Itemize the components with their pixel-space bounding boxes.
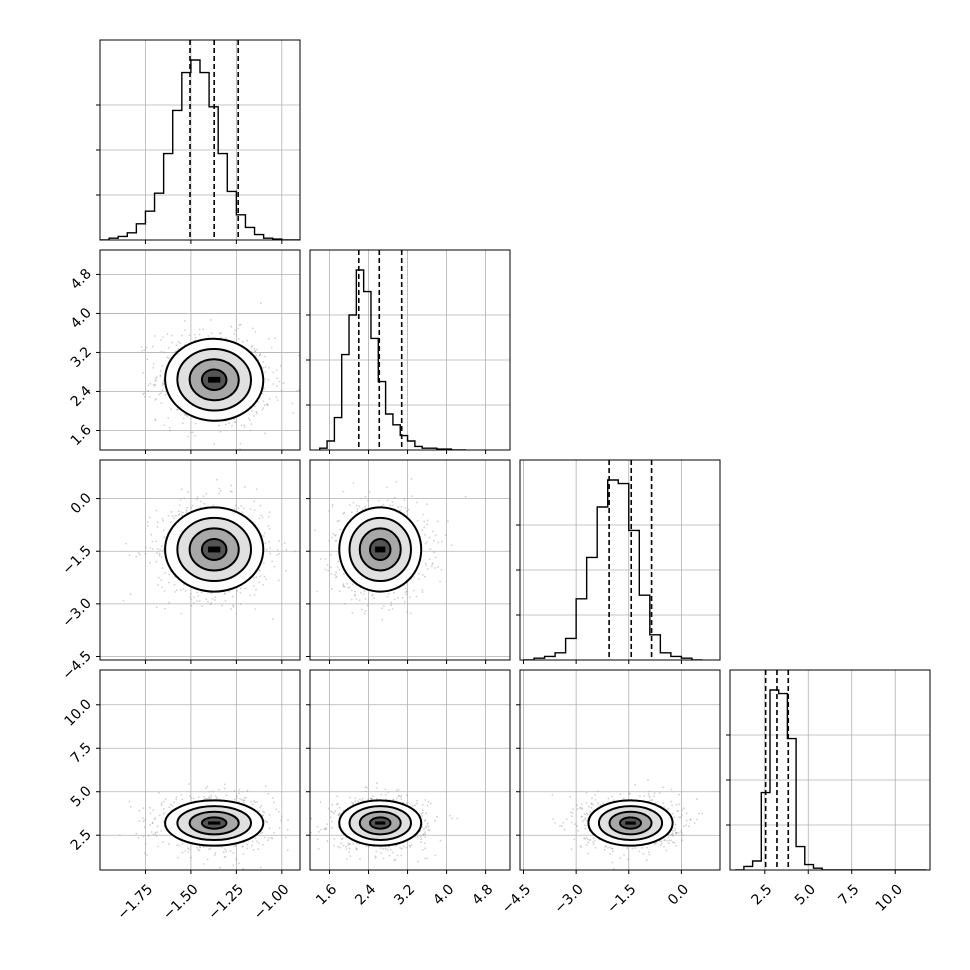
x-tick-label: 7.5 xyxy=(835,881,862,908)
contour-line-2 xyxy=(608,810,653,836)
contour-line-0 xyxy=(164,799,265,847)
x-tick-label: 4.0 xyxy=(430,881,457,908)
corner-grid: 1.62.43.24.04.8−4.5−3.0−1.50.02.55.07.51… xyxy=(59,39,931,923)
panel-frame xyxy=(99,669,301,871)
contour-line-3 xyxy=(200,816,228,830)
contour-line-2 xyxy=(358,527,402,572)
y-tick-label: 7.5 xyxy=(68,740,95,767)
y-tick-label: −3.0 xyxy=(59,595,94,630)
panel-frame xyxy=(519,459,721,661)
contour-line-0 xyxy=(338,799,423,847)
contour-line-2 xyxy=(188,810,240,836)
y-tick-label: 2.5 xyxy=(68,827,95,854)
y-tick-label: 10.0 xyxy=(61,696,94,729)
histogram-step xyxy=(735,689,927,870)
density-peak xyxy=(208,821,221,825)
panel-frame xyxy=(309,459,511,661)
x-tick-label: −1.00 xyxy=(251,881,293,923)
panel-frame xyxy=(99,459,301,661)
x-tick-label: −4.5 xyxy=(499,881,534,916)
density-peak xyxy=(375,821,386,825)
scatter-panel-2-1 xyxy=(306,459,511,664)
contour-line-3 xyxy=(200,368,228,392)
contour-line-2 xyxy=(358,810,402,836)
x-tick-label: 3.2 xyxy=(391,881,418,908)
contour-line-3 xyxy=(619,816,643,830)
x-tick-label: −1.50 xyxy=(160,881,202,923)
contour-line-0 xyxy=(164,506,265,593)
scatter-panel-3-2: −4.5 −3.0 −1.5 0.0 xyxy=(499,669,721,917)
panel-frame xyxy=(519,669,721,871)
y-tick-label: 4.8 xyxy=(68,266,95,293)
x-tick-label: 2.4 xyxy=(352,881,379,908)
x-tick-label: −1.75 xyxy=(115,881,157,923)
contour-line-3 xyxy=(369,816,392,830)
y-tick-label: −4.5 xyxy=(59,648,94,683)
contour-line-0 xyxy=(338,506,423,593)
panel-frame xyxy=(309,249,511,451)
y-tick-label: 2.4 xyxy=(68,383,95,410)
x-tick-label: 2.5 xyxy=(748,881,775,908)
x-tick-label: −1.25 xyxy=(205,881,247,923)
contour-line-1 xyxy=(348,516,412,583)
hist-panel-1 xyxy=(306,249,511,454)
y-tick-label: 5.0 xyxy=(68,783,95,810)
histogram-step xyxy=(523,479,703,660)
panel-frame xyxy=(729,669,931,871)
density-peak xyxy=(375,546,386,553)
x-tick-label: 5.0 xyxy=(792,881,819,908)
contour-line-1 xyxy=(597,805,664,841)
panel-frame xyxy=(99,249,301,451)
contour-line-1 xyxy=(176,805,253,841)
contour-line-0 xyxy=(587,799,674,847)
density-peak xyxy=(625,821,636,825)
x-tick-label: 1.6 xyxy=(313,881,340,908)
x-tick-label: 4.8 xyxy=(469,881,496,908)
scatter-panel-3-0: 2.5 5.0 7.5 10.0 −1.75 −1.50 −1.25 −1.00 xyxy=(61,669,301,923)
histogram-step xyxy=(100,59,300,240)
contour-line-2 xyxy=(188,358,240,402)
density-peak xyxy=(208,376,221,383)
scatter-panel-2-0: −4.5 −3.0 −1.5 0.0 xyxy=(59,459,301,683)
x-tick-label: 10.0 xyxy=(873,881,906,914)
contour-line-3 xyxy=(200,537,228,562)
contour-line-0 xyxy=(164,337,265,422)
x-tick-label: 0.0 xyxy=(665,881,692,908)
x-tick-label: −3.0 xyxy=(552,881,587,916)
x-tick-label: −1.5 xyxy=(604,881,639,916)
hist-panel-2 xyxy=(516,459,721,664)
contour-line-2 xyxy=(188,527,240,572)
contour-line-1 xyxy=(176,516,253,583)
scatter-panel-1-0: 1.6 2.4 3.2 4.0 4.8 xyxy=(68,249,301,454)
density-peak xyxy=(208,546,221,553)
contour-line-1 xyxy=(176,348,252,412)
y-tick-label: 1.6 xyxy=(68,422,95,449)
hist-panel-0 xyxy=(96,39,301,244)
y-tick-label: 0.0 xyxy=(68,490,95,517)
y-tick-label: −1.5 xyxy=(59,543,94,578)
panel-frame xyxy=(99,39,301,241)
scatter-panel-3-1: 1.6 2.4 3.2 4.0 4.8 xyxy=(306,669,511,908)
contour-line-3 xyxy=(369,537,392,562)
panel-frame xyxy=(309,669,511,871)
contour-line-1 xyxy=(348,805,412,841)
hist-panel-3: 2.5 5.0 7.5 10.0 xyxy=(726,669,931,915)
y-tick-label: 4.0 xyxy=(68,305,95,332)
histogram-step xyxy=(319,269,467,450)
y-tick-label: 3.2 xyxy=(68,344,95,371)
